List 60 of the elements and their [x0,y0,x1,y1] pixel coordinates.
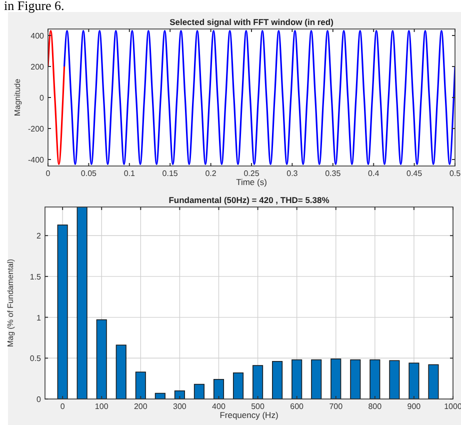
bar [135,372,146,399]
x-tick-label: 700 [329,402,344,411]
bar [154,392,166,399]
x-tick-label: 0.2 [205,169,217,178]
y-tick-label: 400 [30,32,45,41]
bar [330,358,342,399]
y-tick-label: 0.5 [30,354,42,364]
x-tick-label: 500 [251,402,266,411]
x-tick-label: 900 [407,402,422,411]
x-tick-label: 200 [134,402,148,411]
text: in Figure 6. [4,0,64,13]
x-tick-label: 0.1 [124,169,136,178]
y-tick-label: -200 [28,124,45,134]
x-tick-label: 0.15 [162,169,178,178]
bar [57,224,68,399]
y-tick-label: 2 [36,232,42,241]
y-axis-title: Magnitude [13,78,22,116]
bar [272,361,283,399]
x-tick-label: 600 [290,402,304,411]
y-axis-title: Mag (% of Fundamental) [6,258,15,348]
bar [174,390,185,399]
x-tick-label: 300 [173,402,187,411]
x-tick-label: 0 [46,169,51,178]
bar [389,360,400,399]
chart-title: Fundamental (50Hz) = 420 , THD= 5.38% [168,195,330,205]
y-tick-label: 0 [36,395,42,404]
x-tick-label: 400 [212,402,226,411]
y-tick-label: 1 [36,313,42,322]
bar [116,344,126,399]
bar [252,365,264,399]
x-tick-label: 0.05 [80,169,98,178]
bar [76,207,88,399]
x-tick-label: 0.45 [406,169,423,178]
x-tick-label: 0.4 [368,169,380,178]
chart-title: Selected signal with FFT window (in red) [170,17,334,27]
x-tick-label: 100 [94,402,109,411]
x-axis-title: Time (s) [236,177,268,187]
bar [194,384,204,399]
y-tick-label: -400 [28,155,45,164]
bar [370,359,380,399]
bar [350,359,361,399]
x-tick-label: 0.5 [449,169,461,178]
bar [408,362,420,399]
bar [213,378,224,399]
x-tick-label: 0.35 [325,169,342,178]
bar [232,372,244,399]
x-tick-label: 0.25 [244,169,260,178]
y-tick-label: 1.5 [30,272,42,282]
x-axis-title: Frequency (Hz) [220,410,278,420]
bar [292,359,302,399]
x-tick-label: 0 [60,402,66,411]
y-tick-label: 200 [30,62,45,72]
line-series [48,30,66,165]
line-series [63,30,455,165]
x-tick-label: 0.3 [286,169,298,178]
y-tick-label: 0 [40,94,45,102]
bar [311,359,322,399]
bar [428,364,439,399]
x-tick-label: 800 [368,402,382,411]
bar [96,319,107,399]
